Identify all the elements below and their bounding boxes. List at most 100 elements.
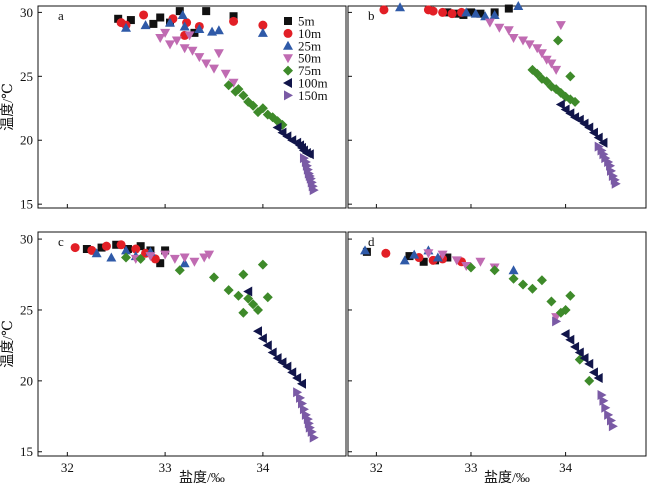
- data-point-75m: [565, 71, 576, 82]
- data-point-25m: [432, 252, 443, 262]
- data-point-10m: [381, 248, 391, 258]
- data-point-50m: [213, 49, 224, 59]
- data-point-10m: [131, 244, 141, 254]
- data-point-50m: [423, 249, 434, 259]
- data-point-75m: [560, 304, 571, 315]
- data-point-75m: [233, 84, 244, 95]
- data-point-75m: [238, 90, 249, 101]
- x-tick-label: 33: [159, 460, 172, 475]
- data-point-100m: [272, 122, 282, 133]
- data-point-25m: [470, 8, 481, 18]
- data-point-75m: [508, 273, 519, 284]
- data-point-50m: [189, 257, 200, 267]
- data-point-75m: [121, 252, 131, 263]
- legend-marker-10m: [283, 28, 293, 38]
- data-point-75m: [233, 290, 244, 301]
- data-point-100m: [565, 334, 575, 345]
- data-point-50m: [503, 26, 514, 36]
- data-point-50m: [475, 257, 486, 267]
- legend-marker-25m: [283, 40, 293, 50]
- data-point-100m: [574, 114, 584, 125]
- data-point-50m: [201, 59, 212, 69]
- data-point-50m: [160, 28, 171, 38]
- data-point-150m: [293, 387, 303, 398]
- data-point-50m: [209, 64, 219, 74]
- panel-b: b: [347, 1, 647, 209]
- data-point-50m: [199, 253, 210, 263]
- x-tick-label: 33: [464, 460, 477, 475]
- data-point-75m: [238, 307, 249, 318]
- data-point-100m: [574, 347, 584, 358]
- data-point-100m: [570, 341, 580, 352]
- data-point-100m: [253, 326, 262, 337]
- data-point-100m: [593, 373, 603, 384]
- data-point-25m: [121, 22, 131, 32]
- data-point-50m: [541, 55, 552, 65]
- data-point-10m: [428, 6, 438, 16]
- data-point-10m: [258, 20, 268, 30]
- data-point-5m: [114, 14, 123, 23]
- legend-label: 10m: [298, 26, 321, 41]
- data-point-100m: [579, 118, 589, 129]
- data-point-5m: [112, 240, 121, 249]
- data-point-50m: [160, 250, 171, 260]
- data-point-100m: [565, 108, 575, 119]
- x-tick-label: 34: [559, 460, 573, 475]
- panel-label: b: [368, 8, 375, 23]
- data-point-150m: [552, 316, 562, 327]
- data-point-10m: [379, 5, 389, 15]
- data-point-150m: [309, 432, 319, 443]
- x-tick-label: 32: [370, 460, 383, 475]
- data-point-100m: [560, 104, 570, 115]
- data-point-50m: [155, 33, 166, 43]
- data-point-5m: [82, 245, 91, 254]
- y-tick-label: 20: [20, 133, 33, 148]
- data-point-75m: [465, 262, 476, 273]
- data-point-25m: [508, 265, 519, 275]
- data-point-75m: [238, 269, 249, 280]
- panel-frame: [347, 231, 647, 457]
- data-point-25m: [257, 27, 268, 37]
- panel-a: 15 20 25 30 a 温度/℃: [0, 5, 347, 212]
- data-point-50m: [204, 250, 215, 260]
- data-point-75m: [565, 290, 576, 301]
- data-point-100m: [282, 131, 292, 142]
- data-point-5m: [504, 4, 513, 13]
- data-point-5m: [476, 9, 485, 18]
- data-point-150m: [608, 421, 618, 432]
- x-tick-label: 34: [256, 460, 270, 475]
- legend-marker-5m: [284, 17, 292, 25]
- data-point-100m: [555, 99, 565, 110]
- data-point-10m: [101, 241, 111, 251]
- y-tick-label: 25: [20, 302, 33, 317]
- data-point-5m: [149, 19, 158, 28]
- y-tick-label: 15: [20, 197, 33, 212]
- panel-label: a: [58, 8, 64, 23]
- y-tick-label: 15: [20, 444, 33, 459]
- data-point-75m: [243, 293, 254, 304]
- data-point-50m: [546, 59, 557, 69]
- legend-marker-150m: [284, 90, 293, 101]
- data-point-10m: [447, 9, 457, 19]
- data-point-100m: [272, 353, 282, 364]
- data-point-25m: [177, 9, 188, 19]
- data-point-100m: [584, 358, 594, 369]
- data-point-75m: [546, 296, 557, 307]
- data-point-5m: [229, 12, 238, 21]
- data-point-75m: [489, 265, 500, 276]
- data-point-100m: [579, 353, 589, 364]
- data-point-75m: [257, 103, 268, 114]
- legend-label: 75m: [298, 63, 321, 78]
- data-point-75m: [209, 272, 219, 283]
- legend-marker-100m: [283, 78, 292, 88]
- data-point-75m: [536, 275, 547, 286]
- data-point-10m: [229, 16, 239, 26]
- data-point-5m: [126, 16, 135, 25]
- data-point-150m: [599, 395, 609, 406]
- data-point-100m: [584, 122, 594, 133]
- panel-frame: [347, 5, 647, 209]
- data-point-75m: [262, 292, 273, 303]
- data-point-5m: [156, 13, 165, 22]
- data-point-25m: [194, 24, 205, 34]
- data-point-75m: [584, 375, 595, 386]
